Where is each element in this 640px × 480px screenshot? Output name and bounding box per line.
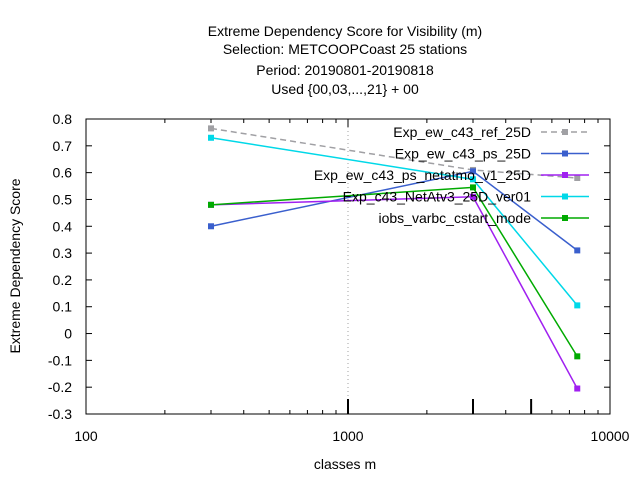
data-point-s2-2	[574, 385, 581, 392]
legend-marker-3	[562, 193, 568, 200]
data-point-s0-2	[574, 175, 581, 181]
data-point-s3-1	[470, 176, 477, 183]
y-tick-label-3: 0	[64, 326, 72, 342]
title-line-1: Extreme Dependency Score for Visibility …	[208, 23, 482, 39]
y-tick-label-6: 0.3	[53, 245, 73, 261]
legend-label-1: Exp_ew_c43_ps_25D	[395, 146, 531, 162]
legend-label-4: iobs_varbc_cstart_mode	[378, 210, 531, 226]
y-tick-label-1: -0.2	[48, 379, 72, 395]
y-tick-label-2: -0.1	[48, 352, 72, 368]
y-tick-label-11: 0.8	[53, 111, 73, 127]
data-point-s1-0	[208, 223, 215, 230]
data-point-s2-1	[470, 193, 477, 200]
x-tick-label-2: 10000	[591, 428, 630, 444]
y-tick-label-10: 0.7	[53, 138, 73, 154]
y-tick-label-7: 0.4	[53, 218, 73, 234]
y-tick-label-8: 0.5	[53, 191, 73, 207]
data-point-s4-0	[208, 201, 215, 208]
x-tick-label-1: 1000	[332, 428, 363, 444]
legend: Exp_ew_c43_ref_25D Exp_ew_c43_ps_25D Exp_e…	[314, 124, 589, 226]
data-point-s1-2	[574, 247, 581, 254]
data-point-s0-0	[208, 125, 215, 132]
x-tick-label-0: 100	[74, 428, 98, 444]
legend-marker-1	[562, 150, 568, 157]
data-point-s4-2	[574, 353, 581, 360]
y-tick-label-5: 0.2	[53, 272, 73, 288]
x-axis-label: classes m	[314, 456, 376, 472]
legend-label-0: Exp_ew_c43_ref_25D	[393, 124, 531, 140]
y-tick-label-9: 0.6	[53, 165, 73, 181]
chart-title: Extreme Dependency Score for Visibility …	[208, 23, 482, 97]
legend-label-3: Exp_c43_NetAtv3_25D_ver01	[343, 189, 532, 205]
data-point-s3-0	[208, 134, 215, 141]
data-point-s3-2	[574, 302, 581, 309]
title-line-4: Used {00,03,...,21} + 00	[271, 81, 419, 97]
y-axis-label: Extreme Dependency Score	[7, 178, 23, 353]
y-tick-label-4: 0.1	[53, 299, 73, 315]
y-tick-label-0: -0.3	[48, 406, 72, 422]
legend-label-2: Exp_ew_c43_ps_netatmo_v1_25D	[314, 167, 531, 183]
data-point-s4-1	[470, 184, 477, 191]
legend-marker-2	[562, 172, 568, 178]
legend-marker-0	[562, 129, 568, 135]
y-axis: -0.3 -0.2 -0.1 0 0.1 0.2 0.3 0.4 0.5 0.6 0.7 0.8	[48, 111, 610, 422]
title-line-2: Selection: METCOOPCoast 25 stations	[223, 41, 467, 57]
title-line-3: Period: 20190801-20190818	[256, 62, 434, 78]
x-axis: 100 1000 10000	[74, 119, 630, 444]
data-point-s1-1	[470, 168, 477, 175]
legend-marker-4	[562, 215, 568, 221]
